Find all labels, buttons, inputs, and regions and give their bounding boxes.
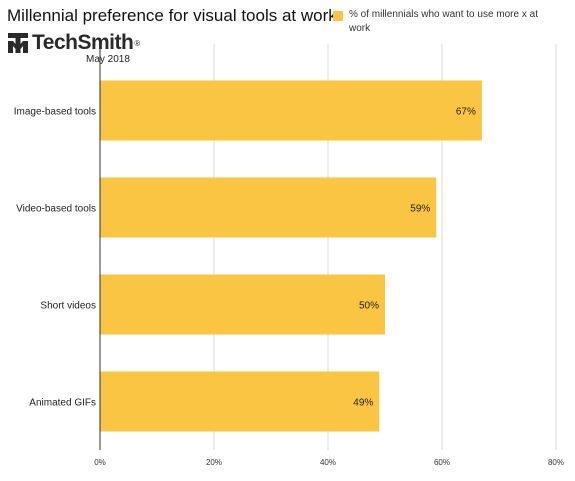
legend-swatch xyxy=(333,11,343,21)
category-label: Short videos xyxy=(40,301,96,312)
chart-title: Millennial preference for visual tools a… xyxy=(7,6,337,25)
techsmith-logo-icon xyxy=(8,33,28,53)
x-tick-label: 80% xyxy=(548,458,564,467)
x-tick-label: 40% xyxy=(320,458,336,467)
techsmith-logo: TechSmith ® xyxy=(8,31,140,55)
category-label: Image-based tools xyxy=(14,107,96,118)
x-tick-label: 60% xyxy=(434,458,450,467)
report-date: May 2018 xyxy=(86,54,130,65)
category-label: Video-based tools xyxy=(16,204,96,215)
bar xyxy=(100,371,380,432)
chart-legend: % of millennials who want to use more x … xyxy=(333,8,573,36)
labels: 0% 20% 40% 60% 80% Image-based tools 67% Video-… xyxy=(14,107,564,468)
bar xyxy=(100,80,482,141)
data-label: 50% xyxy=(359,301,379,312)
legend-label: % of millennials who want to use more x … xyxy=(349,9,538,34)
bars xyxy=(100,80,482,432)
data-label: 49% xyxy=(353,398,373,409)
x-tick-label: 0% xyxy=(94,458,106,467)
data-label: 59% xyxy=(410,204,430,215)
registered-mark: ® xyxy=(134,38,141,48)
data-label: 67% xyxy=(456,107,476,118)
bar xyxy=(100,274,385,335)
brand-name: TechSmith xyxy=(32,31,134,54)
bar xyxy=(100,177,437,238)
x-tick-label: 20% xyxy=(206,458,222,467)
category-label: Animated GIFs xyxy=(29,398,96,409)
